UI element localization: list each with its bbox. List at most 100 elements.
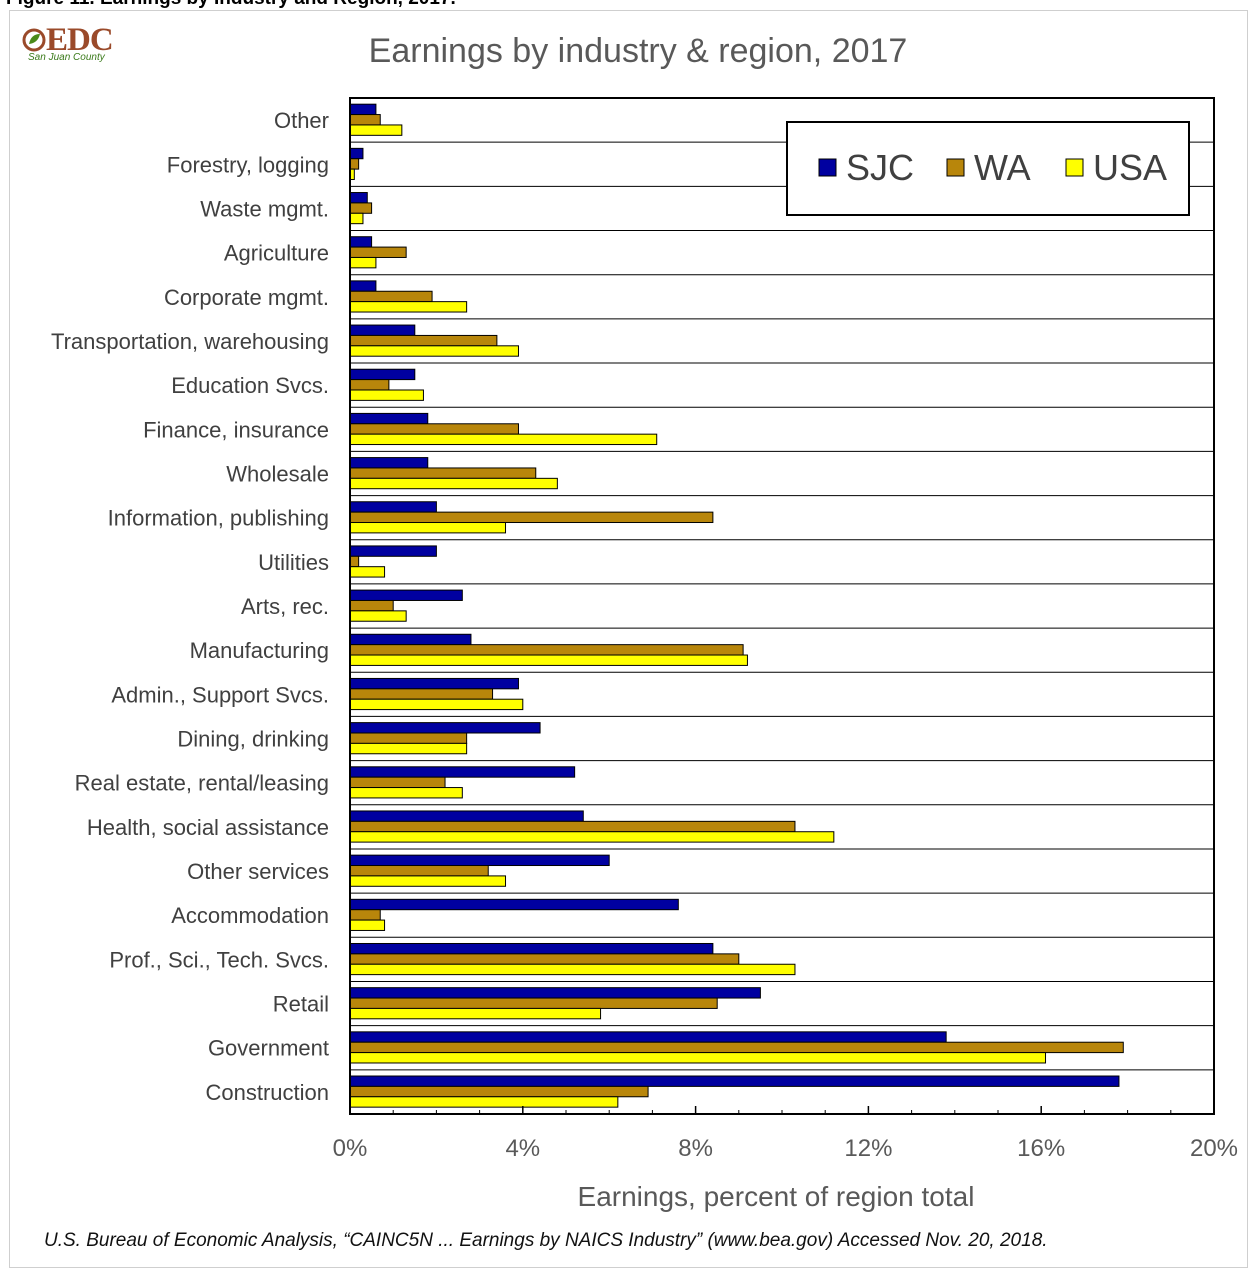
legend-swatch-wa <box>946 158 965 177</box>
bar-sjc <box>349 854 610 867</box>
bar-usa <box>349 831 835 843</box>
x-tick-label: 16% <box>1017 1135 1065 1162</box>
bar-usa <box>349 654 748 666</box>
bar-wa <box>349 379 390 391</box>
x-tick-label: 8% <box>678 1135 713 1162</box>
bar-usa <box>349 522 507 534</box>
bar-wa <box>349 246 407 258</box>
bar-usa <box>349 477 558 490</box>
logo-subtext: San Juan County <box>28 52 105 63</box>
bar-wa <box>349 555 360 568</box>
x-axis-label: Earnings, percent of region total <box>578 1181 975 1212</box>
figure-frame <box>9 10 1248 1268</box>
bar-wa <box>349 467 537 479</box>
bar-sjc <box>349 545 437 557</box>
bar-sjc <box>349 722 541 734</box>
bar-usa <box>349 742 468 755</box>
bar-usa <box>349 1007 602 1020</box>
bar-usa <box>349 919 386 931</box>
bar-wa <box>349 1085 649 1098</box>
category-label: Education Svcs. <box>171 373 329 398</box>
bar-usa <box>349 389 424 401</box>
bar-wa <box>349 599 394 612</box>
category-label: Prof., Sci., Tech. Svcs. <box>109 947 329 972</box>
bar-sjc <box>349 103 377 116</box>
bar-sjc <box>349 1075 1120 1087</box>
bar-sjc <box>349 192 368 204</box>
bar-sjc <box>349 324 416 336</box>
legend-box <box>786 121 1190 216</box>
x-axis: 0% 4% 8% 12% 16% 20% <box>333 1106 1238 1162</box>
bars <box>349 103 1124 1108</box>
category-label: Manufacturing <box>190 638 329 663</box>
category-label: Wholesale <box>226 461 329 486</box>
bar-sjc <box>349 810 584 822</box>
category-label: Forestry, logging <box>167 152 329 177</box>
bar-usa <box>349 1096 619 1108</box>
category-label: Finance, insurance <box>143 417 329 442</box>
bar-usa <box>349 1052 1047 1064</box>
x-tick-label: 20% <box>1190 1135 1238 1162</box>
source-note: U.S. Bureau of Economic Analysis, “CAINC… <box>44 1230 1048 1251</box>
category-label: Accommodation <box>171 903 329 928</box>
bar-usa <box>349 787 463 799</box>
bar-sjc <box>349 147 364 160</box>
x-tick-label: 12% <box>844 1135 892 1162</box>
bar-usa <box>349 963 796 976</box>
bar-usa <box>349 301 468 313</box>
bar-sjc <box>349 677 519 690</box>
bar-usa <box>349 124 403 136</box>
bar-wa <box>349 334 498 347</box>
x-tick-label: 4% <box>505 1135 540 1162</box>
category-label: Other <box>274 108 329 133</box>
category-label: Real estate, rental/leasing <box>75 771 329 796</box>
bar-usa <box>349 345 519 357</box>
category-label: Health, social assistance <box>87 815 329 840</box>
bar-usa <box>349 698 524 711</box>
bar-sjc <box>349 942 714 955</box>
bar-wa <box>349 158 360 170</box>
bar-usa <box>349 566 386 578</box>
bar-sjc <box>349 501 437 513</box>
bar-wa <box>349 1041 1124 1054</box>
logo-text: EDC <box>46 22 114 58</box>
bar-wa <box>349 644 744 656</box>
bar-sjc <box>349 633 472 646</box>
category-label: Other services <box>187 859 329 884</box>
bar-wa <box>349 865 489 877</box>
bar-wa <box>349 202 373 214</box>
bar-wa <box>349 776 446 789</box>
bar-usa <box>349 256 377 269</box>
edc-logo: EDC San Juan County <box>22 22 132 64</box>
legend-label-wa: WA <box>974 147 1031 188</box>
legend-swatch-sjc <box>818 158 837 177</box>
bar-sjc <box>349 898 679 911</box>
bar-wa <box>349 114 381 126</box>
category-label: Construction <box>205 1080 329 1105</box>
category-label: Waste mgmt. <box>200 196 329 221</box>
bar-wa <box>349 820 796 833</box>
category-label: Government <box>208 1036 329 1061</box>
bar-wa <box>349 732 468 744</box>
category-label: Utilities <box>258 550 329 575</box>
category-label: Dining, drinking <box>177 727 329 752</box>
bar-sjc <box>349 1031 947 1043</box>
legend-swatch-usa <box>1065 158 1084 177</box>
figure-caption: Figure 11. Earnings by Industry and Regi… <box>6 0 456 10</box>
bar-sjc <box>349 236 373 248</box>
bar-usa <box>349 875 507 887</box>
bar-usa <box>349 433 658 446</box>
bar-usa <box>349 212 364 225</box>
bar-sjc <box>349 766 576 778</box>
bar-wa <box>349 909 381 921</box>
bar-usa <box>349 610 407 622</box>
bar-sjc <box>349 280 377 292</box>
bar-wa <box>349 953 740 965</box>
bar-wa <box>349 290 433 303</box>
plot-area <box>349 97 1215 1115</box>
leaf-icon <box>22 28 46 52</box>
legend-label-sjc: SJC <box>846 147 914 188</box>
bar-wa <box>349 423 519 435</box>
category-label: Corporate mgmt. <box>164 285 329 310</box>
